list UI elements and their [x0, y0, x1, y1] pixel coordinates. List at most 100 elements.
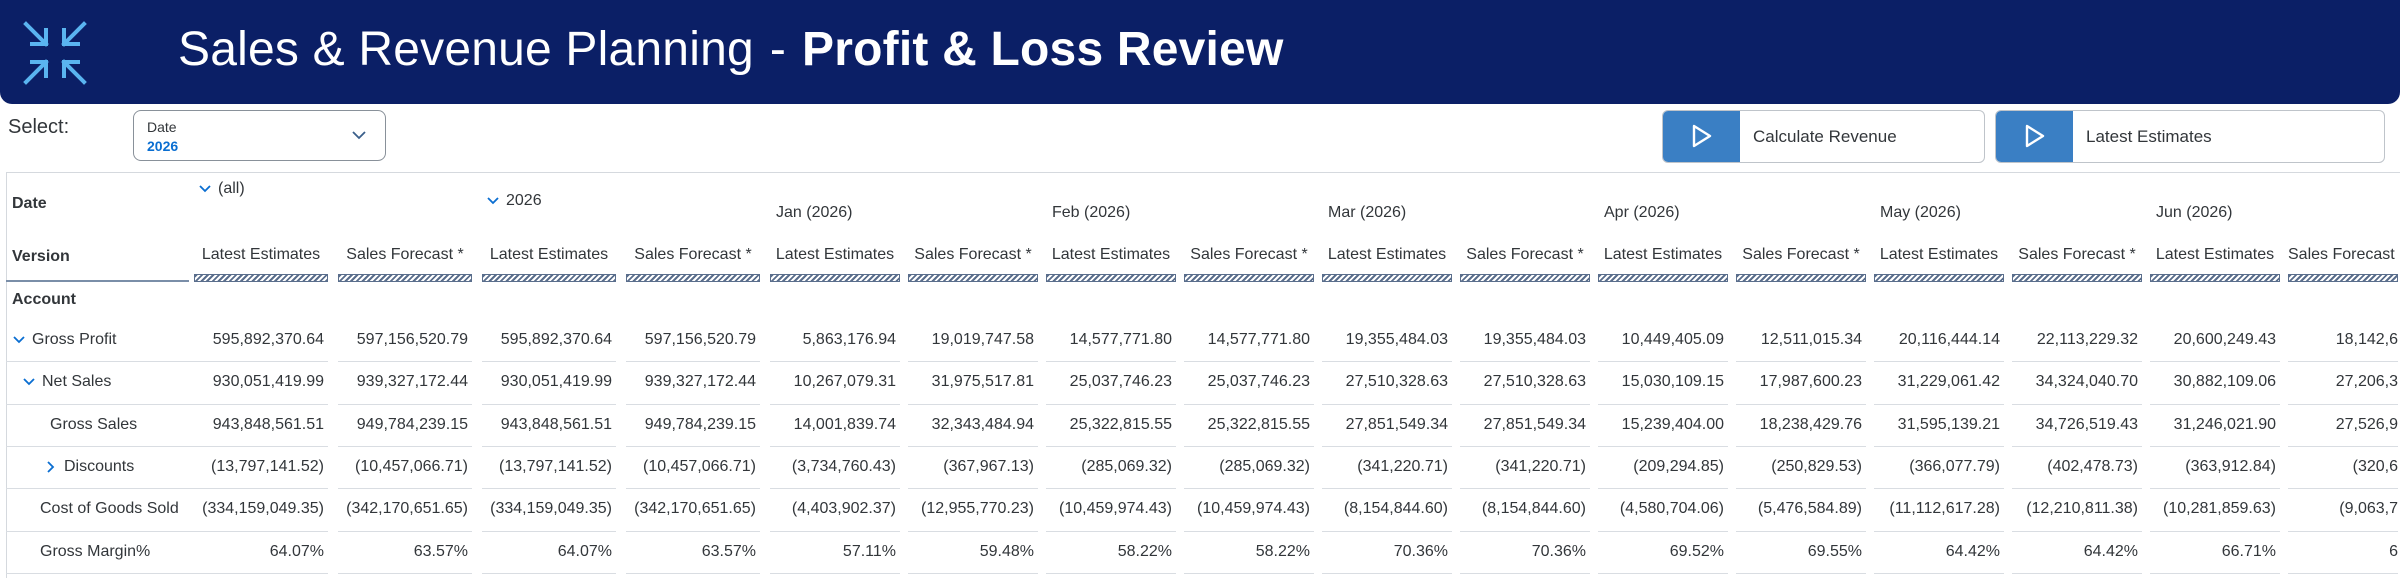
- table-cell[interactable]: 69.55%: [1807, 542, 1862, 560]
- table-cell[interactable]: (10,457,066.71): [355, 457, 468, 475]
- version-header[interactable]: Sales Forecast *: [2288, 246, 2398, 263]
- table-cell[interactable]: 939,327,172.44: [644, 373, 756, 391]
- table-cell[interactable]: 70.36%: [1393, 542, 1448, 560]
- table-cell[interactable]: (285,069.32): [1081, 457, 1172, 475]
- table-cell[interactable]: 595,892,370.64: [212, 331, 324, 348]
- col-group-all[interactable]: (all): [198, 180, 245, 198]
- table-cell[interactable]: 27,206,3: [2335, 373, 2398, 391]
- table-cell[interactable]: (3,734,760.43): [791, 457, 896, 475]
- table-cell[interactable]: (342,170,651.65): [346, 500, 468, 518]
- col-group-2026[interactable]: 2026: [486, 192, 542, 210]
- table-cell[interactable]: (4,580,704.06): [1619, 500, 1724, 518]
- table-cell[interactable]: (5,476,584.89): [1757, 500, 1862, 518]
- table-cell[interactable]: 64.07%: [557, 542, 612, 560]
- table-cell[interactable]: 939,327,172.44: [356, 373, 468, 391]
- table-cell[interactable]: (10,459,974.43): [1059, 500, 1172, 518]
- table-cell[interactable]: 25,322,815.55: [1207, 415, 1310, 433]
- table-cell[interactable]: 58.22%: [1117, 542, 1172, 560]
- table-cell[interactable]: 27,510,328.63: [1345, 373, 1448, 391]
- table-cell[interactable]: (367,967.13): [943, 457, 1034, 475]
- table-cell[interactable]: (8,154,844.60): [1343, 500, 1448, 518]
- version-header[interactable]: Latest Estimates: [775, 246, 895, 263]
- table-cell[interactable]: (366,077.79): [1909, 457, 2000, 475]
- table-cell[interactable]: 69.52%: [1669, 542, 1724, 560]
- table-cell[interactable]: 597,156,520.79: [356, 331, 468, 348]
- table-cell[interactable]: (9,063,7: [2339, 500, 2398, 518]
- version-header[interactable]: Sales Forecast *: [1190, 246, 1308, 263]
- table-cell[interactable]: (209,294.85): [1633, 457, 1724, 475]
- version-header[interactable]: Latest Estimates: [1879, 246, 1999, 263]
- table-cell[interactable]: 19,019,747.58: [931, 331, 1034, 348]
- table-cell[interactable]: (250,829.53): [1771, 457, 1862, 475]
- table-cell[interactable]: 597,156,520.79: [644, 331, 756, 348]
- table-cell[interactable]: 930,051,419.99: [212, 373, 324, 391]
- table-cell[interactable]: 31,229,061.42: [1897, 373, 2000, 391]
- table-cell[interactable]: 27,851,549.34: [1483, 415, 1586, 433]
- table-cell[interactable]: (10,281,859.63): [2163, 500, 2276, 518]
- table-cell[interactable]: (334,159,049.35): [490, 500, 612, 518]
- chevron-right-icon[interactable]: [44, 460, 58, 474]
- table-cell[interactable]: 949,784,239.15: [356, 415, 468, 433]
- version-header[interactable]: Sales Forecast *: [914, 246, 1032, 263]
- version-header[interactable]: Latest Estimates: [1327, 246, 1447, 263]
- table-cell[interactable]: 66.71%: [2221, 542, 2276, 560]
- version-header[interactable]: Latest Estimates: [1051, 246, 1171, 263]
- table-cell[interactable]: 63.57%: [701, 542, 756, 560]
- table-cell[interactable]: 31,246,021.90: [2173, 415, 2276, 433]
- table-cell[interactable]: 14,001,839.74: [793, 415, 896, 433]
- table-cell[interactable]: 30,882,109.06: [2173, 373, 2276, 391]
- table-cell[interactable]: 943,848,561.51: [500, 415, 612, 433]
- table-cell[interactable]: 595,892,370.64: [500, 331, 612, 348]
- table-cell[interactable]: 22,113,229.32: [2036, 331, 2138, 348]
- table-cell[interactable]: 27,851,549.34: [1345, 415, 1448, 433]
- version-header[interactable]: Sales Forecast *: [1742, 246, 1860, 263]
- table-cell[interactable]: 27,526,9: [2335, 415, 2398, 433]
- table-cell[interactable]: (11,112,617.28): [1889, 500, 2000, 518]
- chevron-down-icon[interactable]: [22, 375, 36, 389]
- latest-estimates-button[interactable]: Latest Estimates: [1995, 110, 2385, 163]
- version-header[interactable]: Latest Estimates: [2155, 246, 2275, 263]
- table-cell[interactable]: 59.48%: [979, 542, 1034, 560]
- table-cell[interactable]: 31,595,139.21: [1897, 415, 2000, 433]
- table-cell[interactable]: (10,459,974.43): [1197, 500, 1310, 518]
- table-cell[interactable]: 6: [2389, 542, 2398, 560]
- table-cell[interactable]: (12,955,770.23): [921, 500, 1034, 518]
- table-cell[interactable]: (334,159,049.35): [202, 500, 324, 518]
- table-cell[interactable]: (8,154,844.60): [1481, 500, 1586, 518]
- table-cell[interactable]: 64.42%: [2083, 542, 2138, 560]
- table-cell[interactable]: 10,449,405.09: [1621, 331, 1724, 348]
- table-cell[interactable]: 20,116,444.14: [1898, 331, 2000, 348]
- table-cell[interactable]: 949,784,239.15: [644, 415, 756, 433]
- table-cell[interactable]: 18,238,429.76: [1759, 415, 1862, 433]
- date-filter-dropdown[interactable]: Date 2026: [133, 110, 386, 161]
- version-header[interactable]: Sales Forecast *: [346, 246, 464, 263]
- table-cell[interactable]: 19,355,484.03: [1345, 331, 1448, 348]
- table-cell[interactable]: 943,848,561.51: [212, 415, 324, 433]
- table-cell[interactable]: 18,142,6: [2335, 331, 2398, 348]
- chevron-down-icon[interactable]: [12, 333, 26, 347]
- table-cell[interactable]: 14,577,771.80: [1069, 331, 1172, 348]
- table-cell[interactable]: 63.57%: [413, 542, 468, 560]
- table-cell[interactable]: (363,912.84): [2185, 457, 2276, 475]
- table-cell[interactable]: (13,797,141.52): [499, 457, 612, 475]
- table-cell[interactable]: 25,322,815.55: [1069, 415, 1172, 433]
- table-cell[interactable]: (4,403,902.37): [791, 500, 896, 518]
- table-cell[interactable]: 17,987,600.23: [1759, 373, 1862, 391]
- table-cell[interactable]: 64.42%: [1945, 542, 2000, 560]
- table-cell[interactable]: 34,726,519.43: [2035, 415, 2138, 433]
- table-cell[interactable]: (10,457,066.71): [643, 457, 756, 475]
- table-cell[interactable]: (13,797,141.52): [211, 457, 324, 475]
- version-header[interactable]: Latest Estimates: [201, 246, 321, 263]
- table-cell[interactable]: 930,051,419.99: [500, 373, 612, 391]
- table-cell[interactable]: 70.36%: [1531, 542, 1586, 560]
- table-cell[interactable]: (402,478.73): [2047, 457, 2138, 475]
- version-header[interactable]: Sales Forecast *: [2018, 246, 2136, 263]
- table-cell[interactable]: 34,324,040.70: [2035, 373, 2138, 391]
- table-cell[interactable]: 25,037,746.23: [1069, 373, 1172, 391]
- table-cell[interactable]: 31,975,517.81: [931, 373, 1034, 391]
- version-header[interactable]: Sales Forecast *: [634, 246, 752, 263]
- calculate-revenue-button[interactable]: Calculate Revenue: [1662, 110, 1985, 163]
- table-cell[interactable]: (285,069.32): [1219, 457, 1310, 475]
- table-cell[interactable]: 10,267,079.31: [793, 373, 896, 391]
- table-cell[interactable]: 25,037,746.23: [1207, 373, 1310, 391]
